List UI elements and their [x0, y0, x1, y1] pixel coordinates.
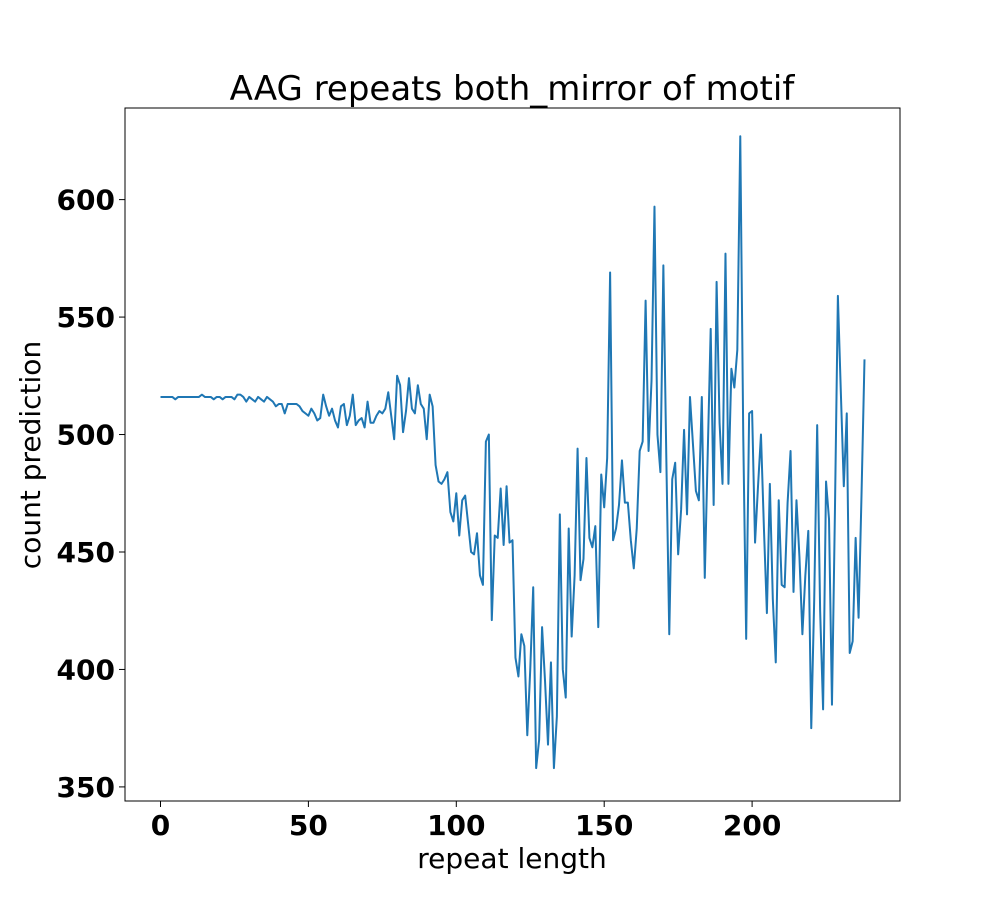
y-tick-label: 450 [57, 536, 115, 569]
x-tick-label: 200 [723, 809, 781, 842]
x-tick-label: 0 [151, 809, 170, 842]
x-axis-label: repeat length [417, 842, 606, 875]
x-tick-label: 150 [575, 809, 633, 842]
series-line [160, 135, 866, 770]
y-tick-label: 400 [57, 653, 115, 686]
plot-area [124, 107, 901, 802]
y-tick-label: 600 [57, 184, 115, 217]
x-tick-label: 50 [289, 809, 328, 842]
x-axis-ticks: 0 50 100 150 200 [151, 801, 781, 842]
plot-frame [124, 107, 901, 802]
y-tick-label: 350 [57, 771, 115, 804]
y-tick-label: 500 [57, 419, 115, 452]
chart-title: AAG repeats both_mirror of motif [230, 69, 796, 109]
y-tick-label: 550 [57, 301, 115, 334]
x-tick-label: 100 [427, 809, 485, 842]
y-axis-label: count prediction [14, 341, 47, 569]
y-axis-ticks: 350 400 450 500 550 600 [57, 184, 125, 804]
